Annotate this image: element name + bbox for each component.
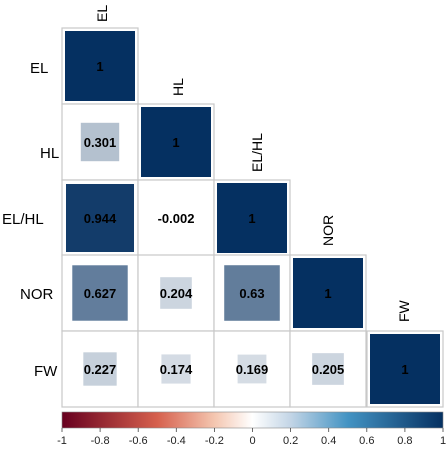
column-label: HL: [170, 78, 186, 96]
cell-value: 0.63: [239, 286, 264, 301]
colorbar-gradient: [61, 411, 444, 429]
correlation-square: [65, 183, 135, 253]
colorbar-tick-label: 0.6: [359, 435, 374, 447]
colorbar-tick-label: 0.4: [321, 435, 336, 447]
cell-value: 0.227: [84, 362, 117, 377]
row-label: NOR: [20, 286, 54, 303]
cell-value: 0.174: [160, 362, 193, 377]
correlation-square: [65, 31, 135, 101]
row-label: FW: [34, 363, 58, 380]
cell-value: 1: [401, 362, 408, 377]
cell-value: 1: [96, 59, 103, 74]
cell-value: 0.301: [84, 135, 117, 150]
correlation-square: [237, 354, 267, 384]
column-label: NOR: [320, 215, 336, 246]
cells-layer: 1 0.301 1 0.944 -0.002 1 0.627 0.204 0.63 1 0.227 0…: [61, 27, 444, 408]
correlation-square: [370, 334, 440, 404]
cell-value: 0.205: [312, 362, 345, 377]
correlation-square: [174, 216, 178, 220]
correlation-square: [141, 107, 211, 177]
cell-value: 0.204: [160, 286, 193, 301]
colorbar-tick-label: -1: [57, 435, 67, 447]
colorbar-tick-label: 1: [440, 435, 446, 447]
colorbar-tick-label: 0: [249, 435, 255, 447]
correlation-square: [312, 353, 344, 385]
cell-value: 1: [172, 135, 179, 150]
correlation-square: [224, 265, 280, 321]
correlation-square: [217, 183, 287, 253]
correlation-square: [72, 265, 128, 321]
correlation-square: [293, 258, 363, 328]
correlation-square: [160, 277, 192, 309]
cell-value: 1: [324, 286, 331, 301]
row-label: EL/HL: [2, 211, 44, 228]
colorbar-tick-label: 0.8: [397, 435, 412, 447]
correlation-square: [161, 354, 191, 384]
column-label: FW: [396, 299, 412, 322]
cell-value: 0.944: [84, 211, 117, 226]
cell-value: -0.002: [158, 211, 195, 226]
colorbar-tick-label: -0.4: [167, 435, 186, 447]
labels-layer: EL HL EL/HL NOR FW EL HL EL/HL NOR FW: [2, 5, 412, 380]
colorbar-tick-label: -0.8: [91, 435, 110, 447]
colorbar-tick-label: -0.2: [205, 435, 224, 447]
colorbar-tick-label: -0.6: [129, 435, 148, 447]
row-label: HL: [40, 145, 59, 162]
correlation-square: [83, 352, 117, 386]
cell-value: 0.169: [236, 362, 269, 377]
column-label: EL/HL: [249, 133, 265, 172]
cell-value: 0.627: [84, 286, 117, 301]
cell-value: 1: [248, 211, 255, 226]
column-label: EL: [94, 5, 110, 22]
correlation-square: [80, 122, 120, 162]
row-label: EL: [30, 60, 48, 77]
colorbar-tick-label: 0.2: [283, 435, 298, 447]
colorbar: -1 -0.8 -0.6 -0.4 -0.2 0 0.2 0.4 0.6 0.8 1: [57, 411, 446, 447]
